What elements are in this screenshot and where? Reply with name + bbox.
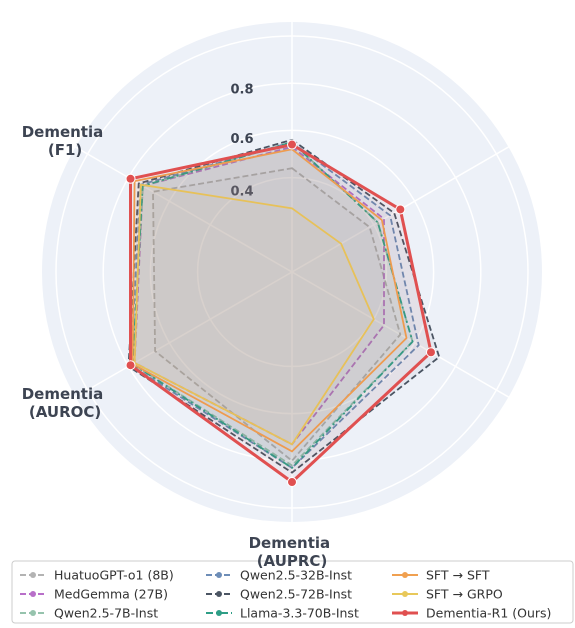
legend-label: SFT → GRPO <box>426 587 503 602</box>
legend-marker <box>216 610 222 616</box>
legend-label: Qwen2.5-32B-Inst <box>240 568 352 583</box>
legend-marker <box>402 572 408 578</box>
legend-label: HuatuoGPT-o1 (8B) <box>54 568 174 583</box>
axis-label: Dementia (AUROC) <box>22 385 109 421</box>
r-tick-label: 0.6 <box>230 132 253 147</box>
r-tick-label: 0.4 <box>230 184 253 199</box>
series-line <box>131 141 414 467</box>
axis-label: Dementia (AUPRC) <box>249 534 336 570</box>
legend-label: Qwen2.5-7B-Inst <box>54 606 158 621</box>
legend-label: Qwen2.5-72B-Inst <box>240 587 352 602</box>
series-marker <box>425 347 436 358</box>
legend-marker <box>30 610 36 616</box>
legend-label: SFT → SFT <box>426 568 490 583</box>
legend-marker <box>402 591 408 597</box>
legend-box <box>11 560 574 624</box>
legend-marker <box>216 591 222 597</box>
series-line <box>127 138 441 474</box>
legend-label: MedGemma (27B) <box>54 587 168 602</box>
spoke <box>74 271 293 398</box>
axis-label: Dementia (F1) <box>22 123 109 159</box>
series-marker <box>287 477 297 488</box>
legend-label: Llama-3.3-70B-Inst <box>240 606 359 621</box>
series-marker <box>125 173 136 184</box>
legend-marker <box>402 610 408 616</box>
spoke <box>74 146 293 273</box>
series-line <box>133 183 375 446</box>
legend-label: Dementia-R1 (Ours) <box>426 606 551 621</box>
legend-marker <box>216 572 222 578</box>
r-tick-label: 0.8 <box>230 82 253 97</box>
legend-marker <box>30 591 36 597</box>
series-marker <box>395 204 406 215</box>
series-marker <box>287 139 297 150</box>
series-marker <box>125 360 136 371</box>
legend-marker <box>30 572 36 578</box>
